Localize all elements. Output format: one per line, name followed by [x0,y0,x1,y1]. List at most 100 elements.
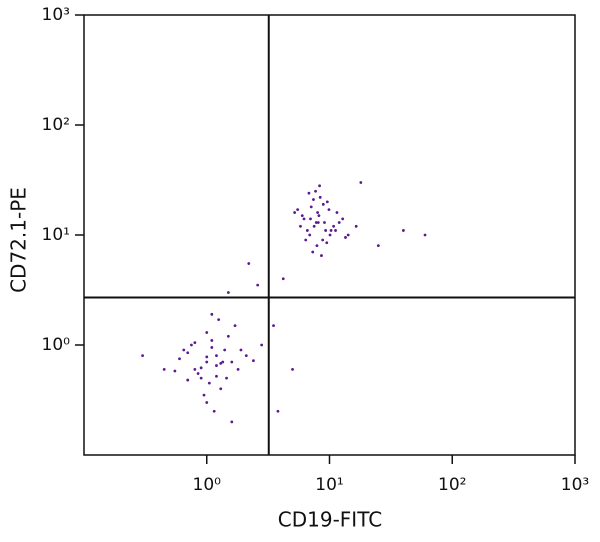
point [205,355,209,359]
point [193,341,197,345]
point [272,324,275,328]
point [329,229,333,232]
y-axis-label: CD72.1-PE [7,187,31,293]
point [334,229,337,232]
point [210,339,214,342]
point [325,200,329,204]
point [354,224,358,228]
point [162,368,166,371]
point [233,324,237,328]
y-tick-label: 10³ [42,5,70,25]
point [219,362,223,365]
point [256,283,260,287]
point [318,195,322,199]
point [309,217,312,221]
y-tick-label: 10⁰ [42,335,71,355]
point [252,359,255,363]
point [215,364,218,367]
point [376,244,380,248]
x-tick-label: 10² [438,475,466,495]
point [186,378,190,382]
point [212,409,216,413]
x-axis-label: CD19-FITC [278,508,382,532]
point [178,357,181,361]
point [205,401,209,404]
point [193,368,197,371]
point [173,369,177,373]
point [423,233,427,237]
point [299,224,302,228]
point [337,221,341,224]
point [244,354,248,358]
point [260,343,264,347]
point [141,354,144,358]
point [304,238,308,242]
point [215,354,218,358]
point [296,208,300,212]
point [202,393,206,397]
point [318,184,321,188]
point [359,181,363,184]
point [239,348,243,352]
point [311,250,315,254]
x-tick-label: 10⁰ [193,475,222,495]
point [309,205,313,209]
point [312,224,316,228]
point [327,208,331,212]
point [205,360,209,364]
point [316,211,320,214]
point [314,221,318,224]
x-tick-label: 10³ [561,475,589,495]
point [225,376,228,380]
point [217,318,221,322]
point [230,420,234,424]
point [199,376,203,380]
point [190,343,193,347]
point [323,221,326,224]
point [215,374,218,378]
point [236,368,240,371]
point [316,221,320,224]
point [300,214,304,218]
point [247,262,251,265]
point [226,334,230,338]
point [221,360,225,364]
point [196,372,200,375]
point [314,189,317,193]
point [205,331,209,334]
point [293,211,297,214]
point [328,233,332,237]
point [186,351,190,355]
point [219,387,223,391]
point [207,381,211,385]
point [324,229,328,232]
point [223,348,227,352]
point [291,368,294,371]
point [308,233,312,237]
point [320,254,323,257]
point [317,214,321,218]
point [332,224,336,228]
point [325,241,329,245]
point [281,277,285,281]
point [305,229,309,232]
point [302,217,306,221]
point [312,198,315,201]
point [307,191,311,195]
point [210,346,214,349]
point [335,211,339,214]
point [199,366,203,370]
point [182,348,186,352]
point [346,233,350,237]
point [344,236,347,239]
point [321,202,325,206]
point [321,238,325,242]
y-tick-label: 10¹ [42,225,70,245]
y-tick-label: 10² [42,115,70,135]
point [315,244,319,248]
point [402,229,405,232]
point [341,217,345,221]
point [226,291,230,294]
point [276,409,280,413]
